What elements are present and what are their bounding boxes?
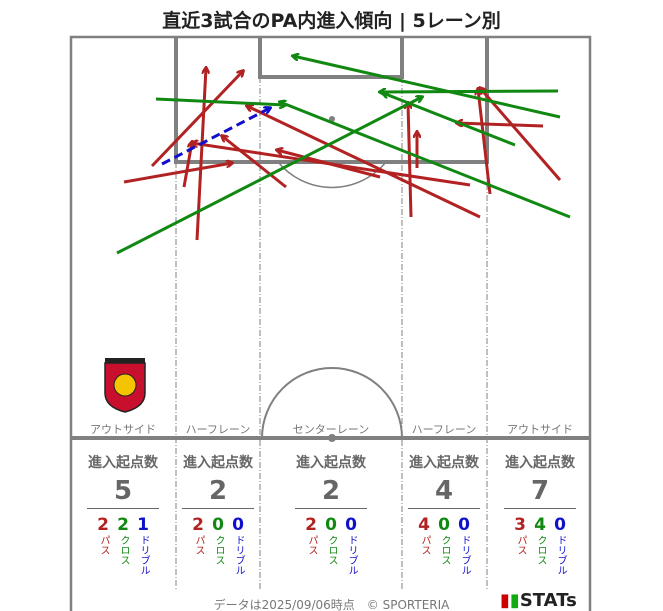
dribble-value: 0 [345,515,357,535]
cross-label: クロス [118,535,129,565]
pass-label: パス [419,535,430,555]
dribble-count: 0 ドリブル [232,515,244,575]
lane-label: アウトサイド [507,423,573,436]
pass-value: 4 [418,515,430,535]
cross-arrow [116,97,422,255]
pass-arrow [222,136,287,189]
cross-value: 2 [117,515,129,535]
cross-count: 0 クロス [212,515,224,575]
cross-arrow [155,97,285,105]
club-crest-icon [104,358,146,413]
cross-value: 0 [438,515,450,535]
entry-total: 4 [408,476,480,509]
stats-brand-logo: ▮▮STATs [500,590,577,611]
cross-count: 0 クロス [438,515,450,575]
pass-arrow [150,71,243,168]
pass-arrow [457,123,544,128]
entry-count-header: 進入起点数 [88,455,158,471]
pass-label: パス [515,535,526,555]
pass-count: 2 パス [305,515,317,575]
lane-stats: 進入起点数 4 4 パス 0 クロス 0 ドリブル [408,452,480,575]
pass-arrow [478,89,492,195]
lane-label: センターレーン [292,423,370,436]
cross-count: 4 クロス [534,515,546,575]
cross-arrow [383,93,516,147]
pass-arrow [247,106,481,219]
pass-count: 2 パス [97,515,109,575]
pass-arrow [195,68,206,241]
pass-arrow [408,103,413,218]
entry-total: 5 [87,476,159,509]
pass-value: 2 [97,515,109,535]
pass-arrow [480,88,562,181]
pass-label: パス [306,535,317,555]
entry-total: 2 [182,476,254,509]
lane-stats: 進入起点数 2 2 パス 0 クロス 0 ドリブル [182,452,254,575]
pass-value: 2 [192,515,204,535]
entry-arrows [116,56,571,255]
lane-stats: 進入起点数 5 2 パス 2 クロス 1 ドリブル [87,452,159,575]
entry-total: 2 [295,476,367,509]
dribble-label: ドリブル [233,535,244,575]
pass-value: 2 [305,515,317,535]
cross-count: 2 クロス [117,515,129,575]
entry-count-header: 進入起点数 [505,455,575,471]
dribble-count: 0 ドリブル [345,515,357,575]
pass-count: 3 パス [514,515,526,575]
cross-label: クロス [439,535,450,565]
entry-count-header: 進入起点数 [183,455,253,471]
lane-label: ハーフレーン [411,423,477,436]
pass-arrow [277,150,381,179]
dribble-count: 1 ドリブル [137,515,149,575]
dribble-count: 0 ドリブル [458,515,470,575]
dribble-label: ドリブル [555,535,566,575]
lane-stats: 進入起点数 7 3 パス 4 クロス 0 ドリブル [504,452,576,575]
cross-label: クロス [213,535,224,565]
cross-arrow [293,56,561,119]
pass-count: 4 パス [418,515,430,575]
cross-value: 0 [325,515,337,535]
lane-stats: 進入起点数 2 2 パス 0 クロス 0 ドリブル [295,452,367,575]
lane-label: ハーフレーン [185,423,251,436]
dribble-label: ドリブル [459,535,470,575]
entry-total: 7 [504,476,576,509]
entry-count-header: 進入起点数 [409,455,479,471]
dribble-arrow [161,108,270,166]
cross-value: 0 [212,515,224,535]
dribble-label: ドリブル [346,535,357,575]
chart-title: 直近3試合のPA内進入傾向 | 5レーン別 [162,10,501,32]
pass-value: 3 [514,515,526,535]
pass-label: パス [98,535,109,555]
pass-label: パス [193,535,204,555]
footer-credit: データは2025/09/06時点 © SPORTERIA [213,598,450,611]
pass-arrow [123,163,232,184]
dribble-count: 0 ドリブル [554,515,566,575]
dribble-label: ドリブル [138,535,149,575]
cross-label: クロス [535,535,546,565]
cross-arrow [380,91,559,92]
dribble-value: 0 [458,515,470,535]
dribble-value: 1 [137,515,149,535]
dribble-value: 0 [554,515,566,535]
cross-count: 0 クロス [325,515,337,575]
pass-count: 2 パス [192,515,204,575]
entry-count-header: 進入起点数 [296,455,366,471]
cross-value: 4 [534,515,546,535]
cross-label: クロス [326,535,337,565]
lane-label: アウトサイド [90,423,156,436]
dribble-value: 0 [232,515,244,535]
cross-arrow [280,102,571,219]
